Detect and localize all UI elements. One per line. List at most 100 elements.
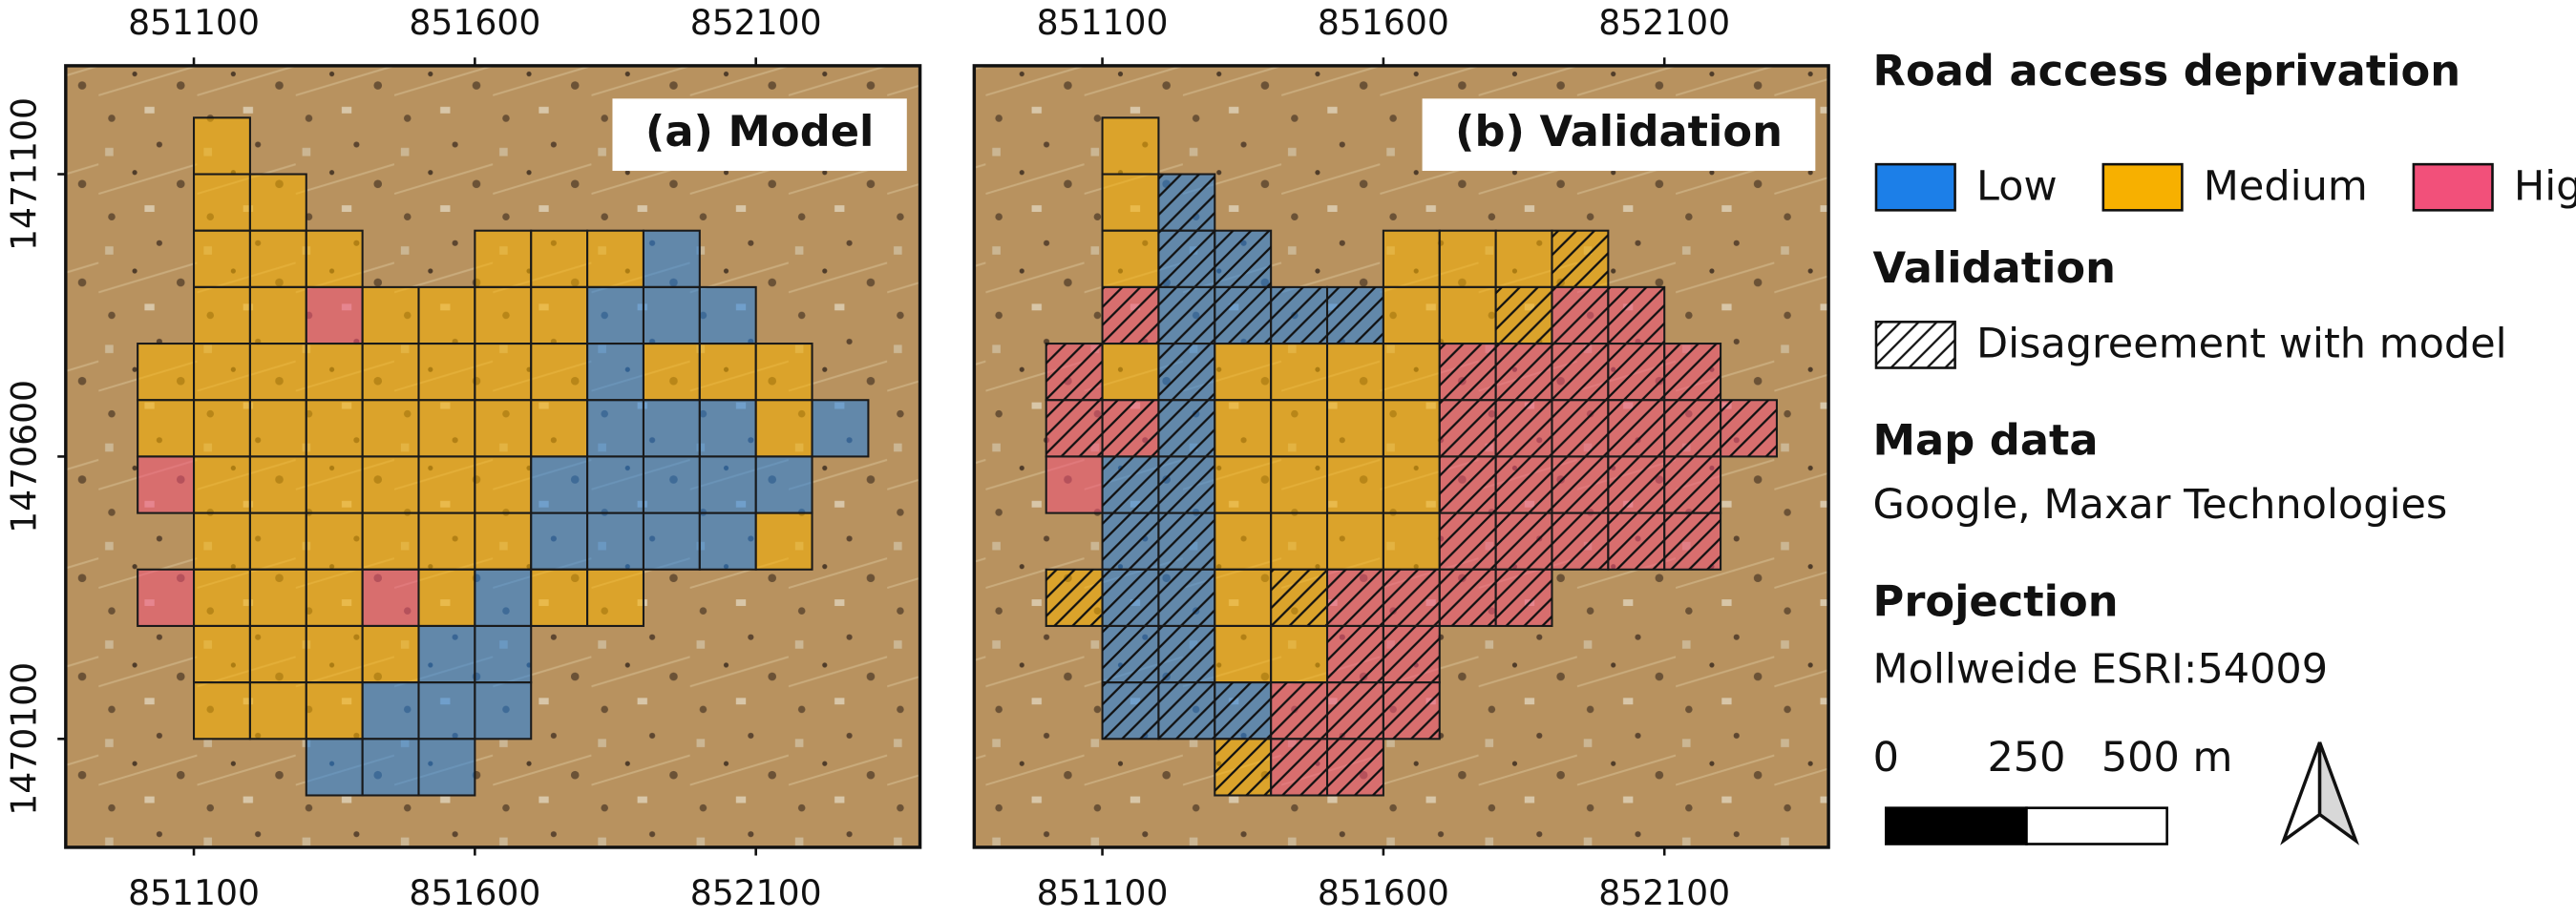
grid-cell	[1101, 229, 1160, 288]
grid-cell	[248, 173, 307, 232]
panel-title: (a) Model	[645, 106, 875, 156]
grid-cell	[361, 455, 420, 514]
grid-cell	[530, 285, 589, 345]
grid-cell	[474, 399, 533, 458]
disagreement-hatch	[1439, 569, 1496, 626]
grid-cell	[698, 455, 757, 514]
grid-cell	[754, 511, 813, 571]
legend-title: Road access deprivation	[1873, 46, 2461, 96]
x-tick-label: 852100	[690, 872, 822, 913]
grid-cell	[417, 681, 476, 741]
disagreement-hatch	[1552, 230, 1609, 287]
disagreement-hatch	[1495, 569, 1552, 626]
disagreement-hatch	[1664, 344, 1721, 401]
disagreement-hatch	[1271, 682, 1328, 740]
grid-cell	[305, 568, 364, 627]
disagreement-hatch	[1158, 400, 1215, 457]
disagreement-hatch	[1608, 400, 1665, 457]
grid-cell	[248, 285, 307, 345]
disagreement-hatch	[1327, 286, 1383, 344]
grid-cell	[698, 399, 757, 458]
disagreement-hatch	[1552, 400, 1609, 457]
disagreement-hatch	[1439, 512, 1496, 570]
grid-cell	[474, 343, 533, 402]
grid-cell	[1325, 399, 1384, 458]
grid-cell	[361, 568, 420, 627]
grid-cell	[530, 399, 589, 458]
disagreement-hatch	[1608, 456, 1665, 513]
grid-cell	[248, 681, 307, 741]
disagreement-hatch	[1045, 569, 1103, 626]
y-tick-label: 1471100	[4, 97, 45, 251]
grid-cell	[754, 399, 813, 458]
grid-cell	[1382, 511, 1441, 571]
disagreement-hatch	[1495, 400, 1552, 457]
grid-cell	[698, 285, 757, 345]
disagreement-hatch	[1608, 344, 1665, 401]
disagreement-hatch	[1608, 512, 1665, 570]
grid-cell	[417, 343, 476, 402]
scale-label: 0	[1873, 734, 1899, 782]
disagreement-hatch	[1271, 286, 1328, 344]
grid-cell	[642, 343, 701, 402]
disagreement-hatch	[1327, 569, 1383, 626]
disagreement-hatch	[1664, 512, 1721, 570]
grid-cell	[1214, 455, 1273, 514]
overlay: (a) Model 851100 851100 851600 851600 852100 8…	[4, 2, 1830, 913]
grid-cell	[754, 455, 813, 514]
disagreement-hatch	[1271, 739, 1328, 796]
grid-cell	[1382, 229, 1441, 288]
grid-cell	[361, 681, 420, 741]
hatch-swatch	[1874, 321, 1956, 369]
grid-cell	[530, 455, 589, 514]
grid-cell	[1045, 455, 1104, 514]
y-tick-label: 1470600	[4, 380, 45, 533]
grid-cell	[417, 568, 476, 627]
grid-cell	[305, 738, 364, 797]
grid-cell	[1101, 116, 1160, 176]
disagreement-hatch	[1664, 456, 1721, 513]
disagreement-label: Disagreement with model	[1976, 321, 2507, 368]
grid-cell	[305, 343, 364, 402]
grid-cell	[305, 285, 364, 345]
disagreement-hatch	[1327, 625, 1383, 683]
grid-cell	[193, 681, 251, 741]
x-tick-label: 851100	[128, 2, 260, 43]
grid-cell	[248, 455, 307, 514]
disagreement-hatch	[1495, 344, 1552, 401]
grid-cell	[586, 399, 644, 458]
map-data-text: Google, Maxar Technologies	[1873, 481, 2448, 529]
grid-cell	[530, 343, 589, 402]
grid-cell	[1438, 285, 1497, 345]
scale-segment	[2025, 806, 2168, 845]
grid-cell	[1270, 399, 1329, 458]
disagreement-hatch	[1664, 400, 1721, 457]
grid-cell	[642, 511, 701, 571]
panel-title: (b) Validation	[1455, 106, 1783, 156]
scale-label: 250	[1987, 734, 2065, 782]
grid-cell	[361, 738, 420, 797]
grid-cell	[417, 624, 476, 684]
disagreement-hatch	[1383, 625, 1440, 683]
grid-cell	[1494, 229, 1553, 288]
grid-cell	[248, 399, 307, 458]
grid-cell	[417, 738, 476, 797]
grid-cell	[248, 229, 307, 288]
projection-title: Projection	[1873, 575, 2119, 626]
grid-cell	[474, 229, 533, 288]
grid-cell	[417, 399, 476, 458]
grid-cell	[137, 343, 196, 402]
grid-cell	[1382, 343, 1441, 402]
grid-cell	[1214, 511, 1273, 571]
disagreement-hatch	[1158, 625, 1215, 683]
grid-cell	[474, 285, 533, 345]
disagreement-hatch	[1158, 569, 1215, 626]
grid-cell	[642, 229, 701, 288]
disagreement-hatch	[1214, 286, 1272, 344]
x-tick-label: 851600	[409, 872, 540, 913]
disagreement-hatch	[1158, 286, 1215, 344]
grid-cell	[1270, 624, 1329, 684]
legend-swatch	[2412, 162, 2494, 212]
x-tick-label: 851100	[1037, 2, 1169, 43]
